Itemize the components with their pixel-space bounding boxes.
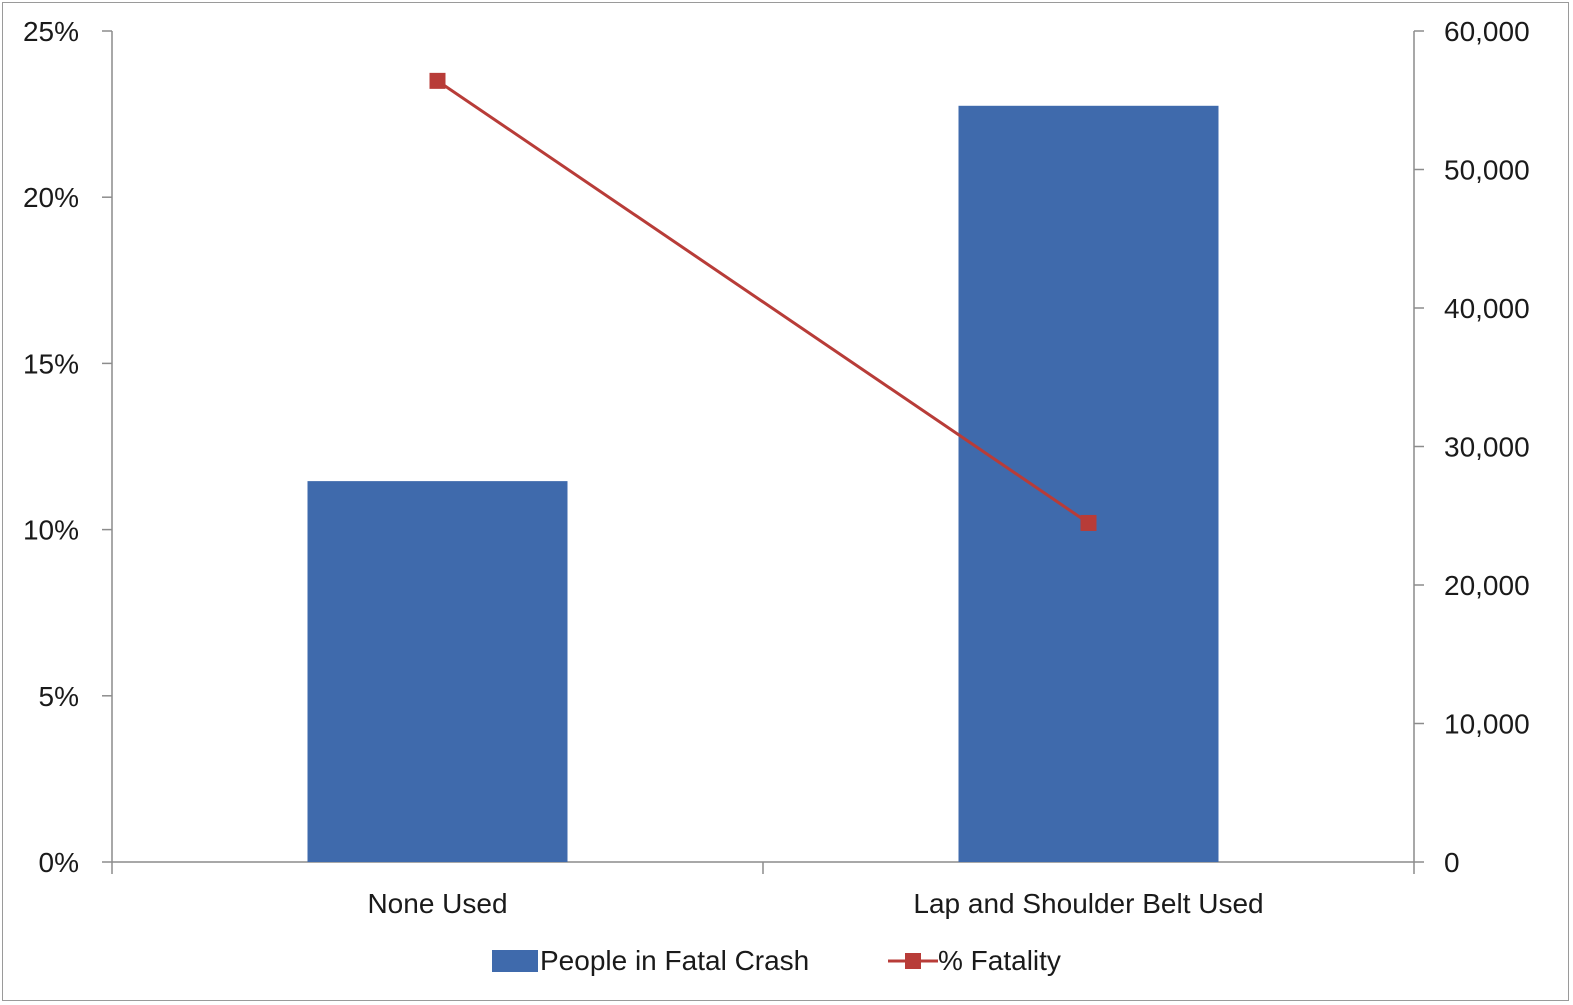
x-tick-label: None Used (367, 888, 507, 919)
bar (958, 105, 1219, 863)
right-y-tick-label: 20,000 (1444, 570, 1530, 601)
right-y-tick-label: 10,000 (1444, 709, 1530, 740)
x-tick-label: Lap and Shoulder Belt Used (913, 888, 1263, 919)
right-y-tick-label: 60,000 (1444, 16, 1530, 47)
legend-label-fatality: % Fatality (938, 945, 1061, 976)
left-y-tick-label: 15% (23, 348, 79, 379)
left-y-tick-label: 0% (39, 847, 79, 878)
left-y-tick-label: 20% (23, 182, 79, 213)
legend-label-people: People in Fatal Crash (540, 945, 809, 976)
legend-marker-fatality (905, 953, 921, 969)
right-y-tick-label: 30,000 (1444, 432, 1530, 463)
fatality-marker (1080, 514, 1097, 531)
right-y-tick-label: 50,000 (1444, 155, 1530, 186)
legend-swatch-people (492, 950, 538, 972)
right-y-tick-label: 40,000 (1444, 293, 1530, 324)
left-y-tick-label: 10% (23, 515, 79, 546)
fatality-line (436, 79, 1090, 525)
right-y-tick-label: 0 (1444, 847, 1460, 878)
left-y-tick-label: 5% (39, 681, 79, 712)
fatality-marker (429, 72, 446, 89)
bar (307, 481, 568, 862)
left-y-tick-label: 25% (23, 16, 79, 47)
